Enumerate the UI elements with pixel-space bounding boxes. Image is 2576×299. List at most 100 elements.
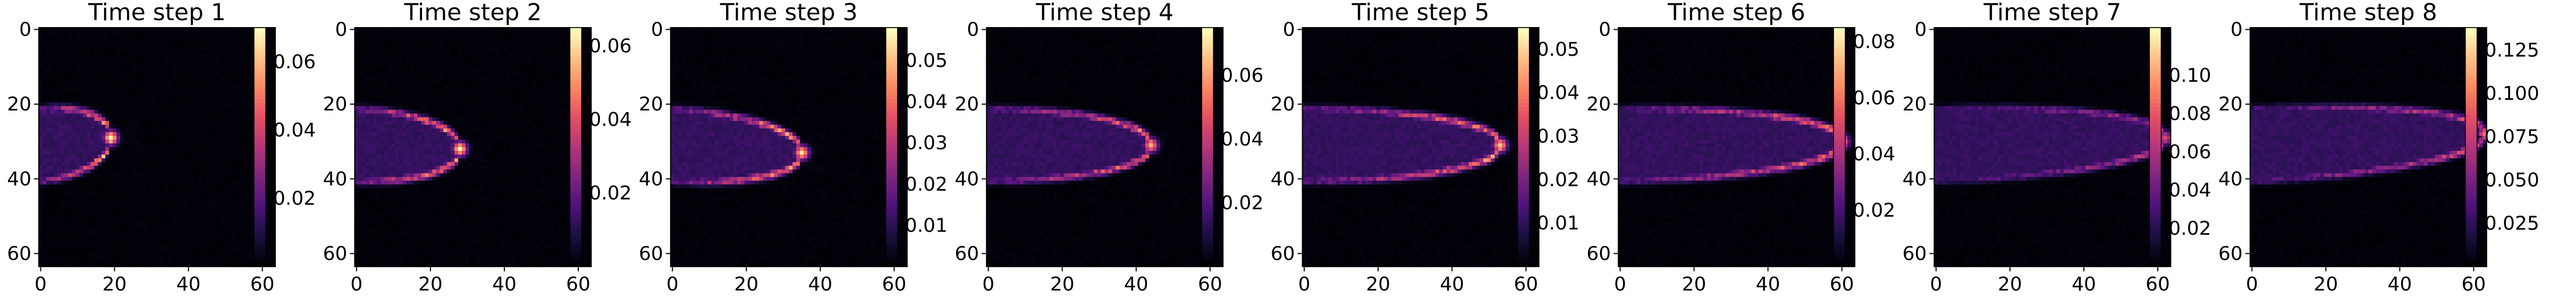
heatmap-cell	[79, 110, 83, 114]
heatmap-cell	[120, 132, 124, 136]
heatmap-cell	[205, 173, 209, 177]
heatmap-cell	[220, 192, 224, 196]
heatmap-cell	[142, 117, 146, 122]
heatmap-cell	[194, 39, 198, 43]
heatmap-cell	[79, 207, 83, 211]
heatmap-cell	[268, 151, 272, 155]
heatmap-cell	[150, 211, 154, 215]
heatmap-cell	[168, 91, 172, 96]
heatmap-cell	[57, 158, 61, 163]
heatmap-cell	[157, 39, 161, 43]
heatmap-cell	[205, 195, 209, 200]
heatmap-cell	[164, 129, 168, 133]
heatmap-cell	[238, 203, 242, 207]
heatmap-cell	[216, 88, 220, 92]
heatmap-cell	[249, 166, 253, 170]
heatmap-cell	[98, 69, 102, 73]
heatmap-cell	[231, 132, 235, 136]
heatmap-cell	[61, 50, 65, 54]
heatmap-cell	[201, 91, 205, 96]
heatmap-cell	[146, 69, 150, 73]
heatmap-cell	[135, 140, 139, 144]
heatmap-cell	[46, 203, 50, 207]
heatmap-cell	[120, 136, 124, 140]
heatmap-cell	[50, 188, 54, 192]
heatmap-cell	[142, 35, 146, 39]
heatmap-cell	[213, 106, 216, 110]
heatmap-cell	[105, 57, 109, 62]
heatmap-cell	[46, 207, 50, 211]
heatmap-cell	[65, 188, 69, 192]
heatmap-cell	[157, 192, 161, 196]
heatmap-cell	[224, 65, 227, 69]
heatmap-cell	[72, 106, 76, 110]
heatmap-cell	[161, 28, 164, 32]
heatmap-cell	[139, 35, 142, 39]
heatmap-cell	[76, 155, 80, 159]
heatmap-cell	[90, 207, 94, 211]
heatmap-cell	[76, 192, 80, 196]
heatmap-cell	[90, 181, 94, 185]
heatmap-cell	[224, 88, 227, 92]
heatmap-cell	[190, 140, 194, 144]
heatmap-cell	[79, 158, 83, 163]
heatmap-cell	[109, 184, 113, 189]
heatmap-cell	[168, 80, 172, 84]
heatmap-cell	[57, 140, 61, 144]
heatmap-cell	[242, 31, 246, 36]
heatmap-cell	[150, 121, 154, 125]
heatmap-cell	[139, 195, 142, 200]
heatmap-cell	[83, 114, 87, 118]
heatmap-cell	[164, 140, 168, 144]
heatmap-cell	[164, 184, 168, 189]
heatmap-cell	[216, 72, 220, 76]
heatmap-cell	[213, 162, 216, 166]
heatmap-cell	[39, 188, 43, 192]
heatmap-cell	[105, 151, 109, 155]
heatmap-cell	[205, 69, 209, 73]
heatmap-cell	[238, 72, 242, 76]
heatmap-cell	[209, 140, 213, 144]
heatmap-cell	[209, 136, 213, 140]
heatmap-cell	[150, 143, 154, 148]
heatmap-cell	[150, 83, 154, 88]
heatmap-cell	[109, 129, 113, 133]
heatmap-cell	[139, 54, 142, 58]
heatmap-cell	[46, 99, 50, 103]
heatmap-cell	[238, 88, 242, 92]
heatmap-cell	[46, 28, 50, 32]
heatmap-cell	[120, 125, 124, 129]
heatmap-cell	[116, 61, 120, 65]
heatmap-cell	[231, 61, 235, 65]
heatmap-cell	[227, 83, 231, 88]
heatmap-cell	[135, 211, 139, 215]
heatmap-cell	[57, 151, 61, 155]
heatmap-cell	[164, 65, 168, 69]
heatmap-cell	[124, 199, 128, 203]
heatmap-cell	[179, 42, 183, 47]
heatmap-cell	[102, 99, 105, 103]
heatmap-cell	[246, 136, 249, 140]
heatmap-cell	[235, 99, 239, 103]
heatmap-cell	[175, 140, 179, 144]
heatmap-cell	[69, 80, 72, 84]
heatmap-cell	[220, 39, 224, 43]
heatmap-cell	[72, 91, 76, 96]
heatmap-cell	[187, 110, 190, 114]
heatmap-cell	[83, 155, 87, 159]
heatmap-cell	[201, 99, 205, 103]
heatmap-cell	[39, 31, 43, 36]
heatmap-cell	[50, 35, 54, 39]
heatmap-cell	[231, 80, 235, 84]
heatmap-cell	[216, 199, 220, 203]
heatmap-cell	[69, 54, 72, 58]
heatmap-cell	[83, 54, 87, 58]
heatmap-cell	[227, 31, 231, 36]
heatmap-cell	[249, 83, 253, 88]
heatmap-cell	[157, 188, 161, 192]
heatmap-cell	[120, 65, 124, 69]
heatmap-cell	[227, 69, 231, 73]
heatmap-cell	[94, 207, 98, 211]
heatmap-cell	[183, 155, 187, 159]
heatmap-cell	[194, 99, 198, 103]
